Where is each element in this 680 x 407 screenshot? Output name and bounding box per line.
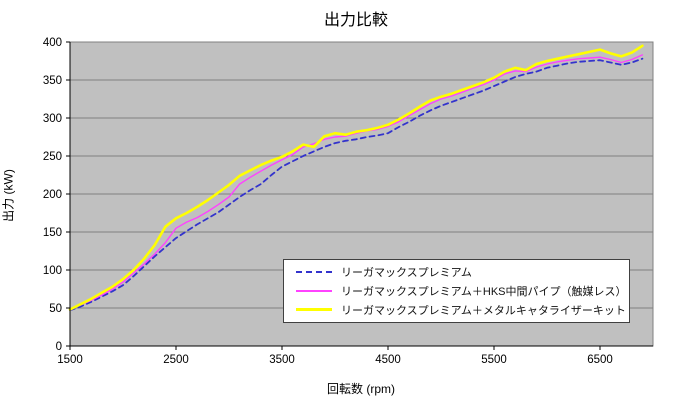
y-tick-label: 250 — [43, 151, 62, 163]
y-tick-label: 150 — [43, 227, 62, 239]
legend-swatch-yellow-line-icon — [296, 308, 332, 312]
y-tick-label: 400 — [43, 37, 62, 49]
x-tick-label: 1500 — [57, 354, 83, 366]
x-tick-label: 6500 — [587, 354, 613, 366]
legend-item-regamax-premium-hks-pipe: リーガマックスプレミアム＋HKS中間パイプ（触媒レス） — [296, 282, 629, 300]
y-tick-label: 300 — [43, 113, 62, 125]
y-axis-title: 出力 (kW) — [1, 169, 16, 222]
x-tick-label: 2500 — [163, 354, 189, 366]
legend-swatch-dashed-blue-line-icon — [296, 271, 332, 274]
series-line-1 — [69, 54, 644, 311]
legend-label: リーガマックスプレミアム — [341, 267, 472, 280]
x-axis-title: 回転数 (rpm) — [327, 382, 395, 396]
legend-item-regamax-premium-metal-catalyzer: リーガマックスプレミアム＋メタルキャタライザーキット — [296, 301, 629, 319]
y-tick-label: 200 — [43, 189, 62, 201]
chart-title: 出力比較 — [323, 12, 388, 29]
y-tick-label: 100 — [43, 265, 62, 277]
y-tick-label: 350 — [43, 75, 62, 87]
y-tick-label: 50 — [49, 303, 62, 315]
legend-swatch-magenta-line-icon — [296, 289, 332, 292]
series-line-0 — [69, 57, 644, 312]
x-tick-label: 4500 — [375, 354, 401, 366]
legend-item-regamax-premium: リーガマックスプレミアム — [296, 263, 629, 281]
legend: リーガマックスプレミアム リーガマックスプレミアム＋HKS中間パイプ（触媒レス）… — [283, 259, 630, 323]
legend-label: リーガマックスプレミアム＋メタルキャタライザーキット — [341, 304, 626, 317]
legend-label: リーガマックスプレミアム＋HKS中間パイプ（触媒レス） — [341, 285, 627, 298]
series-line-2 — [68, 44, 644, 311]
x-tick-label: 5500 — [481, 354, 507, 366]
y-tick-label: 0 — [56, 341, 62, 353]
x-tick-label: 3500 — [269, 354, 295, 366]
